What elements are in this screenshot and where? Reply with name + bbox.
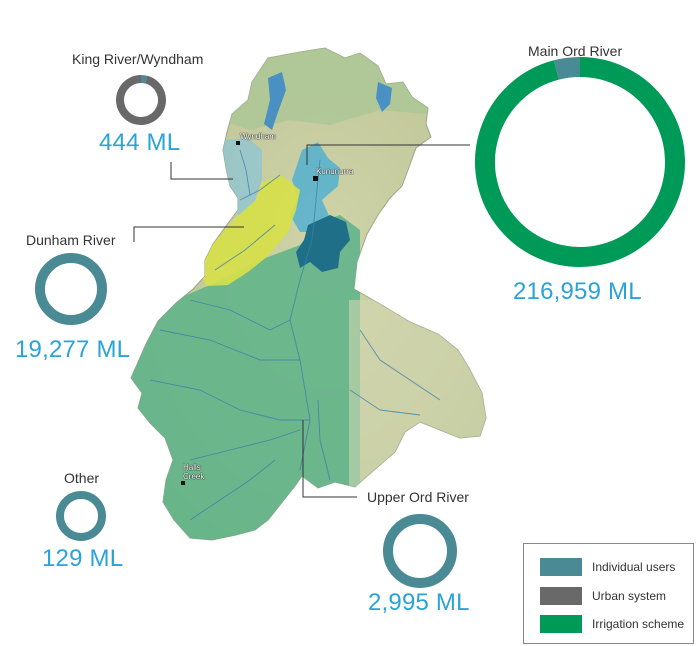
legend-label-irrigation-scheme: Irrigation scheme [592, 617, 685, 631]
coastal-inlet [376, 82, 392, 112]
town-label-wyndham: Wyndham [240, 132, 276, 141]
main-ord-area [290, 142, 340, 232]
cambridge-gulf [264, 72, 286, 130]
wyndham-marker [236, 141, 240, 145]
legend-swatch-irrigation-scheme [540, 615, 582, 633]
donut-king-river [116, 75, 166, 125]
eastern-terrain [349, 300, 486, 540]
donut-king-river-individual-users-segment [140, 75, 148, 84]
lake-argyle [296, 215, 350, 272]
volume-upper-ord: 2,995 ML [368, 589, 470, 616]
legend-swatch-urban-system [540, 587, 582, 605]
region-title-king-river: King River/Wyndham [72, 51, 204, 67]
leader-dunham [133, 226, 244, 242]
leader-king-river [170, 162, 233, 180]
donut-king-river-urban-system-segment [116, 75, 166, 125]
donut-upper-ord-individual-users-segment [383, 514, 457, 588]
donut-dunham-individual-users-segment [35, 253, 107, 325]
town-label-kununurra: Kununurra [316, 167, 354, 176]
town-label-halls-creek: Halls Creek [183, 463, 205, 481]
volume-king-river: 444 ML [99, 129, 181, 156]
donut-main-ord-irrigation-scheme-segment [475, 57, 685, 267]
region-title-other: Other [64, 470, 100, 486]
donut-other-individual-users-segment [56, 491, 106, 541]
region-title-upper-ord: Upper Ord River [367, 489, 469, 505]
legend-label-urban-system: Urban system [592, 589, 667, 603]
halls-creek-marker [181, 481, 185, 485]
upper-ord-area [131, 215, 360, 540]
volume-dunham: 19,277 ML [15, 336, 131, 363]
donut-main-ord [475, 57, 685, 267]
volume-other: 129 ML [42, 545, 124, 572]
volume-main-ord: 216,959 ML [513, 278, 642, 305]
kununurra-marker [313, 176, 318, 181]
legend-label-individual-users: Individual users [592, 560, 676, 574]
region-title-main-ord: Main Ord River [528, 43, 623, 59]
donut-main-ord-individual-users-segment [553, 57, 581, 80]
legend: Individual users Urban system Irrigation… [523, 543, 694, 644]
donut-layer [35, 57, 685, 588]
leader-main-ord [306, 144, 470, 165]
donut-other [56, 491, 106, 541]
dunham-river-area [200, 176, 300, 286]
region-title-dunham: Dunham River [26, 232, 116, 248]
river-network [149, 149, 441, 521]
legend-swatch-individual-users [540, 558, 582, 576]
donut-upper-ord [383, 514, 457, 588]
donut-dunham [35, 253, 107, 325]
leader-lines [133, 144, 470, 498]
leader-upper-ord [302, 420, 357, 498]
